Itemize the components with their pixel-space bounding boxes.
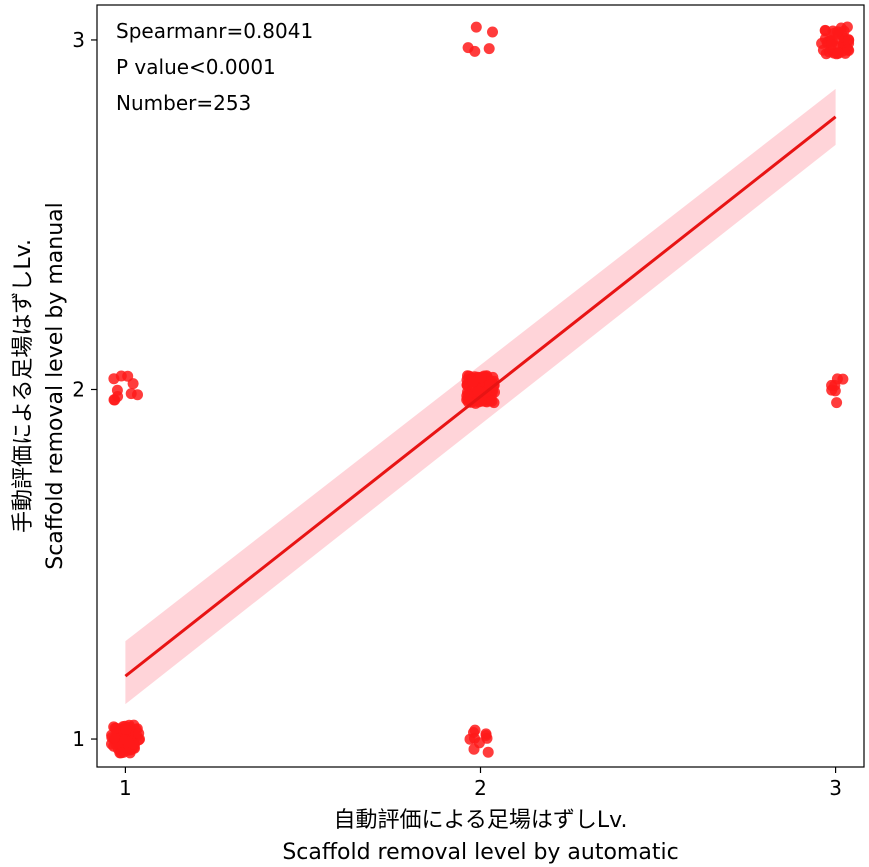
y-tick-label: 1	[72, 727, 85, 751]
regression-line	[124, 115, 837, 678]
point-cluster-2-1	[464, 724, 494, 758]
scatter-point	[132, 389, 143, 401]
point-cluster-1-1	[106, 719, 145, 759]
scatter-point	[831, 397, 843, 409]
point-cluster-3-2	[826, 373, 849, 409]
scatter-point	[843, 34, 855, 46]
stat-annotation: Spearmanr=0.8041	[116, 19, 313, 43]
x-tick-label: 2	[474, 776, 487, 800]
scatter-point	[817, 44, 829, 56]
scatter-point	[826, 39, 838, 50]
y-axis-label: Scaffold removal level by manual	[43, 202, 68, 570]
scatter-point	[115, 747, 127, 759]
y-axis-label: 手動評価による足場はずしLv.	[11, 239, 36, 533]
annotations: Spearmanr=0.8041 P value<0.0001 Number=253	[116, 19, 313, 115]
scatter-point	[483, 43, 495, 55]
scatter-point	[819, 25, 831, 37]
scatter-point	[470, 21, 482, 33]
scatter-point	[486, 395, 498, 407]
x-axis-label: Scaffold removal level by automatic	[282, 840, 678, 865]
scatter-point	[469, 724, 481, 736]
point-cluster-2-3	[462, 21, 498, 57]
scatter-point	[475, 371, 487, 383]
stat-annotation: Number=253	[116, 91, 251, 115]
scatter-point	[482, 746, 494, 758]
x-tick-label: 3	[829, 776, 842, 800]
plot-area	[96, 4, 865, 768]
scatter-point	[832, 26, 844, 38]
scatter-point	[464, 733, 476, 745]
scatter-point	[469, 45, 481, 57]
scatter-point	[467, 376, 479, 388]
point-cluster-2-2	[461, 370, 500, 409]
scatter-point	[109, 732, 121, 744]
y-tick-label: 3	[72, 28, 85, 52]
x-axis-label: 自動評価による足場はずしLv.	[334, 808, 628, 833]
y-tick-label: 2	[72, 377, 85, 401]
scatter-point	[487, 26, 498, 38]
scatter-point	[133, 727, 145, 739]
stat-annotation: P value<0.0001	[116, 55, 276, 79]
scatter-point	[123, 736, 134, 748]
scatter-point	[832, 47, 844, 59]
scatter-point	[473, 737, 485, 749]
scatter-point	[122, 370, 134, 382]
scatter-point	[112, 391, 124, 402]
x-tick-label: 1	[119, 776, 132, 800]
scatter-point	[480, 730, 492, 741]
scatter-point	[109, 722, 121, 734]
axis-ticks: 1 2 3 1 2 3	[72, 28, 842, 800]
axis-labels: 自動評価による足場はずしLv. Scaffold removal level by…	[11, 202, 679, 865]
scatter-point	[120, 724, 132, 736]
point-cluster-1-2	[108, 370, 143, 406]
scatter-point	[826, 384, 838, 396]
scatter-point	[837, 373, 849, 385]
point-cluster-3-3	[816, 21, 855, 60]
